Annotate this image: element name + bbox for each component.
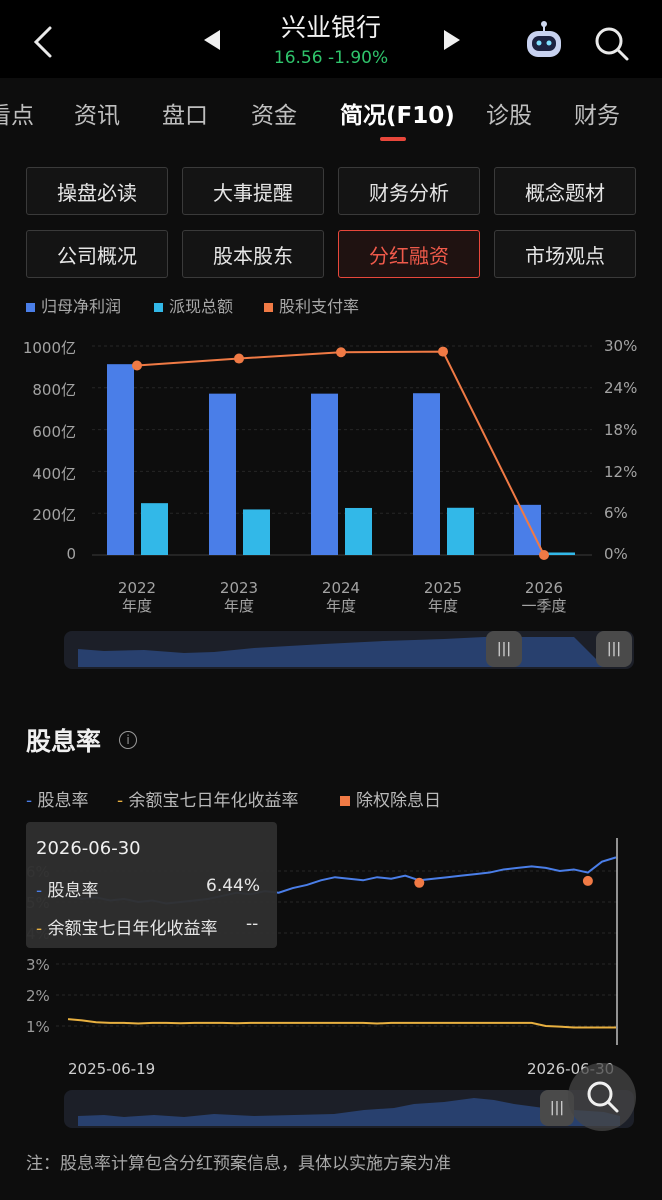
bar-net-profit — [107, 364, 134, 555]
y-tick: 3% — [26, 956, 50, 974]
x-start-date: 2025-06-19 — [68, 1060, 156, 1078]
legend-dash-icon: - — [117, 791, 129, 811]
dividend-bar-chart — [92, 345, 592, 560]
stock-quote: 16.56 -1.90% — [0, 48, 662, 68]
x-tick: 2026 一季度 — [521, 579, 567, 615]
y-right-tick: 30% — [604, 337, 638, 355]
stock-title: 兴业银行 — [280, 13, 381, 42]
legend-item-dividend: 派现总额 — [154, 293, 233, 317]
tab-active-indicator — [380, 137, 406, 141]
tab-zhengu[interactable]: 诊股 — [486, 103, 532, 129]
payout-ratio-point — [132, 360, 142, 371]
y-left-tick: 0 — [66, 545, 76, 563]
legend-item-yuebao: - 余额宝七日年化收益率 — [117, 791, 299, 811]
content-area — [0, 148, 662, 1200]
tooltip-date: 2026-06-30 — [36, 838, 141, 859]
legend-swatch-icon — [264, 303, 273, 312]
payout-ratio-point — [438, 346, 448, 357]
tab-caiwu[interactable]: 财务 — [574, 103, 620, 129]
tab-zixun[interactable]: 资讯 — [74, 103, 120, 129]
prev-stock-icon[interactable] — [204, 30, 220, 50]
x-tick: 2023 年度 — [219, 579, 259, 615]
tooltip-row-yuebao: - 余额宝七日年化收益率 — [36, 919, 218, 939]
section-title-dividend-yield: 股息率 — [26, 727, 102, 756]
tooltip-value-yield: 6.44% — [206, 876, 261, 896]
stock-change: -1.90% — [327, 48, 389, 68]
bar-net-profit — [209, 393, 236, 555]
footnote: 注：股息率计算包含分红预案信息，具体以实施方案为准 — [26, 1154, 451, 1174]
search-icon[interactable] — [592, 24, 632, 64]
y-right-tick: 12% — [604, 463, 638, 481]
legend-dash-icon: - — [26, 791, 38, 811]
y-left-tick: 1000亿 — [22, 339, 76, 357]
payout-ratio-point — [539, 550, 549, 560]
bar-net-profit — [413, 393, 440, 555]
legend-swatch-icon — [154, 303, 163, 312]
legend-dash-icon: - — [36, 881, 48, 901]
y-left-tick: 800亿 — [32, 381, 76, 399]
y-right-tick: 24% — [604, 379, 638, 397]
x-tick: 2024 年度 — [321, 579, 361, 615]
section-fenhong[interactable]: 分红融资 — [338, 230, 480, 278]
x-tick: 2022 年度 — [117, 579, 157, 615]
y-left-tick: 200亿 — [32, 506, 76, 524]
section-caiwu-fenxi[interactable]: 财务分析 — [338, 167, 480, 215]
y-tick: 2% — [26, 987, 50, 1005]
chart-tooltip — [26, 822, 277, 948]
section-gainian[interactable]: 概念题材 — [494, 167, 636, 215]
info-icon[interactable]: i — [119, 731, 137, 749]
tab-pankou[interactable]: 盘口 — [162, 103, 208, 129]
range-handle-left[interactable]: ||| — [486, 631, 522, 667]
legend-swatch-icon — [340, 796, 350, 806]
range-handle-right[interactable]: ||| — [596, 631, 632, 667]
bar-dividend-total — [548, 552, 575, 555]
bar-net-profit — [311, 393, 338, 555]
legend-item-yield: - 股息率 — [26, 791, 89, 811]
payout-ratio-point — [336, 347, 346, 358]
bar-dividend-total — [447, 507, 474, 555]
robot-assistant-icon[interactable] — [523, 20, 565, 62]
section-gongsi[interactable]: 公司概况 — [26, 230, 168, 278]
search-icon[interactable] — [584, 1078, 622, 1116]
x-tick: 2025 年度 — [423, 579, 463, 615]
tab-f10[interactable]: 简况(F10) — [340, 103, 455, 129]
legend-dash-icon: - — [36, 919, 48, 939]
y-right-tick: 0% — [604, 545, 628, 563]
bar-dividend-total — [243, 509, 270, 555]
y-tick: 1% — [26, 1018, 50, 1036]
range-selector-1[interactable] — [64, 631, 634, 669]
bar-net-profit — [514, 504, 541, 555]
section-shichang[interactable]: 市场观点 — [494, 230, 636, 278]
bar-dividend-total — [141, 503, 168, 555]
ex-dividend-point — [414, 877, 425, 888]
floating-search-button[interactable] — [568, 1063, 636, 1131]
tooltip-value-yuebao: -- — [246, 914, 259, 934]
yuebao-yield-line — [67, 1018, 616, 1029]
section-dashi[interactable]: 大事提醒 — [182, 167, 324, 215]
stock-price: 16.56 — [273, 48, 323, 68]
tab-kandian[interactable]: 看点 — [0, 103, 34, 129]
y-right-tick: 18% — [604, 421, 638, 439]
legend-item-profit: 归母净利润 — [26, 293, 121, 317]
payout-ratio-line — [136, 350, 545, 556]
tab-bar — [0, 78, 662, 148]
section-caopan[interactable]: 操盘必读 — [26, 167, 168, 215]
range-selector-2[interactable] — [64, 1090, 634, 1128]
bar-dividend-total — [345, 507, 372, 555]
legend-swatch-icon — [26, 303, 35, 312]
y-right-tick: 6% — [604, 504, 628, 522]
tab-zijin[interactable]: 资金 — [251, 103, 297, 129]
next-stock-icon[interactable] — [444, 30, 460, 50]
section-guben[interactable]: 股本股东 — [182, 230, 324, 278]
legend-item-payout: 股利支付率 — [264, 293, 359, 317]
payout-ratio-point — [234, 353, 244, 364]
y-left-tick: 400亿 — [32, 465, 76, 483]
legend-item-exdate: 除权除息日 — [340, 786, 441, 811]
back-arrow-icon[interactable] — [28, 24, 58, 60]
tooltip-row-yield: - 股息率 — [36, 881, 99, 901]
y-left-tick: 600亿 — [32, 423, 76, 441]
ex-dividend-point — [582, 875, 593, 886]
